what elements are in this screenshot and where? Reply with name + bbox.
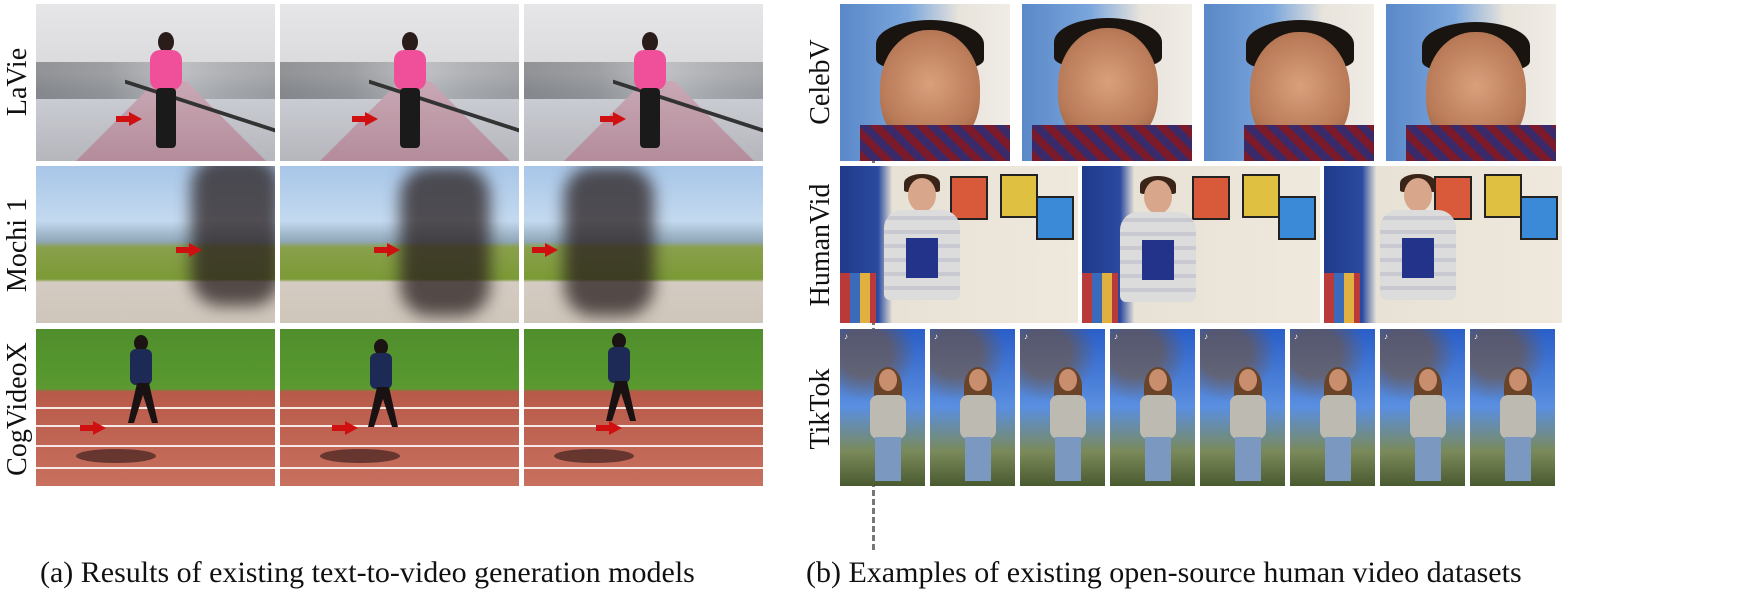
arrow-icon xyxy=(352,112,378,126)
tiktok-logo-icon: ♪ xyxy=(934,332,938,341)
arrow-icon xyxy=(80,421,106,435)
cogvideox-frame-2 xyxy=(280,329,519,486)
caption-right: (b) Examples of existing open-source hum… xyxy=(806,556,1522,589)
tiktok-logo-icon: ♪ xyxy=(1114,332,1118,341)
cogvideox-frame-3 xyxy=(524,329,763,486)
row-label-humanvid: HumanVid xyxy=(805,183,836,307)
mochi-frame-2 xyxy=(280,166,519,323)
arrow-icon xyxy=(596,421,622,435)
tiktok-frame-7: ♪ xyxy=(1380,329,1465,486)
cogvideox-frame-1 xyxy=(36,329,275,486)
tiktok-frame-8: ♪ xyxy=(1470,329,1555,486)
tiktok-frame-1: ♪ xyxy=(840,329,925,486)
tiktok-frame-6: ♪ xyxy=(1290,329,1375,486)
arrow-icon xyxy=(116,112,142,126)
arrow-icon xyxy=(532,243,558,257)
tiktok-logo-icon: ♪ xyxy=(844,332,848,341)
humanvid-frame-1 xyxy=(840,166,1078,323)
tiktok-logo-icon: ♪ xyxy=(1204,332,1208,341)
celebv-frame-4 xyxy=(1386,4,1556,161)
tiktok-logo-icon: ♪ xyxy=(1024,332,1028,341)
celebv-frame-1 xyxy=(840,4,1010,161)
tiktok-logo-icon: ♪ xyxy=(1384,332,1388,341)
arrow-icon xyxy=(332,421,358,435)
arrow-icon xyxy=(600,112,626,126)
lavie-frame-2 xyxy=(280,4,519,161)
mochi-frame-3 xyxy=(524,166,763,323)
tiktok-frame-3: ♪ xyxy=(1020,329,1105,486)
tiktok-frame-2: ♪ xyxy=(930,329,1015,486)
row-label-lavie: LaVie xyxy=(2,47,33,117)
tiktok-frame-5: ♪ xyxy=(1200,329,1285,486)
humanvid-frame-2 xyxy=(1082,166,1320,323)
row-label-celebv: CelebV xyxy=(805,39,836,125)
mochi-frame-1 xyxy=(36,166,275,323)
tiktok-frame-4: ♪ xyxy=(1110,329,1195,486)
row-label-mochi: Mochi 1 xyxy=(2,197,33,293)
celebv-frame-3 xyxy=(1204,4,1374,161)
tiktok-logo-icon: ♪ xyxy=(1474,332,1478,341)
lavie-frame-1 xyxy=(36,4,275,161)
lavie-frame-3 xyxy=(524,4,763,161)
arrow-icon xyxy=(176,243,202,257)
arrow-icon xyxy=(374,243,400,257)
row-label-cogvideox: CogVideoX xyxy=(2,342,33,476)
humanvid-frame-3 xyxy=(1324,166,1562,323)
tiktok-logo-icon: ♪ xyxy=(1294,332,1298,341)
row-label-tiktok: TikTok xyxy=(805,368,836,450)
caption-left: (a) Results of existing text-to-video ge… xyxy=(40,556,695,589)
celebv-frame-2 xyxy=(1022,4,1192,161)
